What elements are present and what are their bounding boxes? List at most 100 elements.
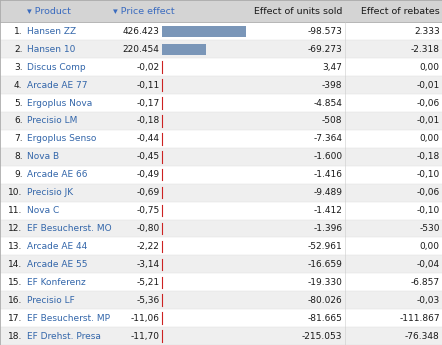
Text: -0,06: -0,06	[416, 99, 440, 108]
Text: Nova B: Nova B	[27, 152, 59, 161]
Text: -0,02: -0,02	[137, 63, 160, 72]
Text: 10.: 10.	[8, 188, 23, 197]
Bar	[0, 58, 442, 76]
Bar	[0, 273, 442, 291]
Text: -0,80: -0,80	[136, 224, 160, 233]
Text: 4.: 4.	[14, 81, 23, 90]
Text: Precisio LM: Precisio LM	[27, 117, 77, 126]
Text: 11.: 11.	[8, 206, 23, 215]
Text: Discus Comp: Discus Comp	[27, 63, 85, 72]
Text: 9.: 9.	[14, 170, 23, 179]
Text: 5.: 5.	[14, 99, 23, 108]
Bar	[0, 0, 442, 22]
Text: 3.: 3.	[14, 63, 23, 72]
Text: -1.600: -1.600	[313, 152, 343, 161]
Text: 7.: 7.	[14, 135, 23, 144]
Text: -508: -508	[322, 117, 343, 126]
Text: -11,06: -11,06	[130, 314, 160, 323]
Text: -0,45: -0,45	[137, 152, 160, 161]
Text: Nova C: Nova C	[27, 206, 59, 215]
Text: 13.: 13.	[8, 242, 23, 251]
Text: -0,69: -0,69	[136, 188, 160, 197]
Text: Effect of units sold: Effect of units sold	[254, 7, 343, 16]
Text: Ergoplus Nova: Ergoplus Nova	[27, 99, 92, 108]
Bar	[0, 148, 442, 166]
Text: -16.659: -16.659	[308, 260, 343, 269]
Text: -215.053: -215.053	[302, 332, 343, 341]
Bar	[0, 22, 442, 40]
Bar	[0, 112, 442, 130]
Text: 6.: 6.	[14, 117, 23, 126]
Text: 15.: 15.	[8, 278, 23, 287]
Bar	[0, 184, 442, 201]
Text: -4.854: -4.854	[314, 99, 343, 108]
Text: -9.489: -9.489	[313, 188, 343, 197]
Text: ▾ Price effect: ▾ Price effect	[113, 7, 174, 16]
Text: EF Drehst. Presa: EF Drehst. Presa	[27, 332, 100, 341]
Bar	[162, 44, 206, 55]
Text: -5,36: -5,36	[136, 296, 160, 305]
Text: -0,49: -0,49	[137, 170, 160, 179]
Text: Arcade AE 55: Arcade AE 55	[27, 260, 87, 269]
Text: -2.318: -2.318	[411, 45, 440, 54]
Text: -76.348: -76.348	[405, 332, 440, 341]
Text: 1.: 1.	[14, 27, 23, 36]
Text: Arcade AE 66: Arcade AE 66	[27, 170, 87, 179]
Text: 0,00: 0,00	[420, 242, 440, 251]
Text: -11,70: -11,70	[130, 332, 160, 341]
Text: -3,14: -3,14	[137, 260, 160, 269]
Text: -0,17: -0,17	[136, 99, 160, 108]
Text: Effect of rebates: Effect of rebates	[361, 7, 440, 16]
Bar	[0, 76, 442, 94]
Text: EF Besucherst. MO: EF Besucherst. MO	[27, 224, 111, 233]
Text: -0,01: -0,01	[416, 117, 440, 126]
Text: Precisio JK: Precisio JK	[27, 188, 72, 197]
Text: -81.665: -81.665	[308, 314, 343, 323]
Text: 12.: 12.	[8, 224, 23, 233]
Text: -0,11: -0,11	[136, 81, 160, 90]
Text: 2.: 2.	[14, 45, 23, 54]
Text: -6.857: -6.857	[411, 278, 440, 287]
Text: -0,18: -0,18	[136, 117, 160, 126]
Text: -0,75: -0,75	[136, 206, 160, 215]
Text: -1.412: -1.412	[314, 206, 343, 215]
Text: -0,10: -0,10	[416, 206, 440, 215]
Text: -398: -398	[322, 81, 343, 90]
Text: -530: -530	[419, 224, 440, 233]
Text: -98.573: -98.573	[308, 27, 343, 36]
Text: -0,44: -0,44	[137, 135, 160, 144]
Text: -0,04: -0,04	[417, 260, 440, 269]
Bar	[0, 291, 442, 309]
Bar	[0, 219, 442, 237]
Text: 16.: 16.	[8, 296, 23, 305]
Text: 8.: 8.	[14, 152, 23, 161]
Bar	[0, 309, 442, 327]
Text: -2,22: -2,22	[137, 242, 160, 251]
Bar	[0, 94, 442, 112]
Text: -0,10: -0,10	[416, 170, 440, 179]
Bar	[162, 26, 246, 37]
Bar	[0, 255, 442, 273]
Text: Precisio LF: Precisio LF	[27, 296, 74, 305]
Text: -0,01: -0,01	[416, 81, 440, 90]
Text: Arcade AE 77: Arcade AE 77	[27, 81, 87, 90]
Bar	[0, 40, 442, 58]
Text: 0,00: 0,00	[420, 63, 440, 72]
Text: EF Besucherst. MP: EF Besucherst. MP	[27, 314, 110, 323]
Text: -1.416: -1.416	[313, 170, 343, 179]
Text: -0,06: -0,06	[416, 188, 440, 197]
Text: 220.454: 220.454	[123, 45, 160, 54]
Text: -5,21: -5,21	[137, 278, 160, 287]
Text: -0,18: -0,18	[416, 152, 440, 161]
Text: -19.330: -19.330	[308, 278, 343, 287]
Bar	[0, 237, 442, 255]
Text: ▾ Product: ▾ Product	[27, 7, 70, 16]
Text: -52.961: -52.961	[308, 242, 343, 251]
Text: -111.867: -111.867	[399, 314, 440, 323]
Text: -0,03: -0,03	[416, 296, 440, 305]
Text: -69.273: -69.273	[308, 45, 343, 54]
Bar	[0, 201, 442, 219]
Text: 0,00: 0,00	[420, 135, 440, 144]
Bar	[0, 327, 442, 345]
Text: -7.364: -7.364	[313, 135, 343, 144]
